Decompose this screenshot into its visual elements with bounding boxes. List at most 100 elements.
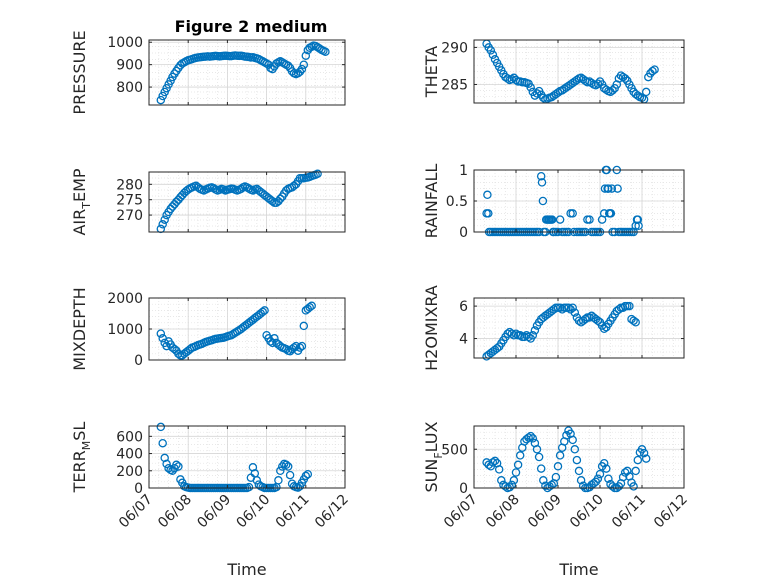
data-point — [620, 74, 630, 83]
data-point — [484, 460, 493, 470]
data-point — [589, 479, 598, 488]
x-tick-label: 06/08 — [155, 492, 195, 532]
data-point — [509, 476, 519, 485]
y-tick-label: 1000 — [107, 35, 143, 51]
data-point — [570, 308, 580, 317]
y-tick-label: 600 — [116, 429, 143, 445]
data-point — [321, 47, 330, 56]
y-tick-label: 0 — [134, 481, 143, 497]
data-point — [606, 209, 616, 218]
data-point — [484, 209, 493, 218]
data-point — [162, 341, 171, 351]
y-tick-label: 290 — [441, 40, 468, 56]
data-point — [526, 83, 535, 92]
data-point — [505, 482, 514, 492]
data-point — [503, 74, 512, 83]
data-point — [616, 71, 626, 80]
data-point — [604, 474, 613, 483]
x-tick-label: 06/09 — [525, 492, 565, 532]
data-point — [602, 464, 611, 473]
y-tick-label: 800 — [116, 80, 143, 96]
axes-box — [473, 39, 685, 104]
data-point — [574, 466, 584, 476]
y-axis-label: THETA — [422, 46, 441, 98]
data-point — [631, 466, 640, 476]
data-point — [528, 331, 538, 340]
data-point — [607, 184, 617, 193]
axes-box — [148, 171, 346, 233]
data-point — [160, 453, 169, 463]
data-point — [560, 84, 569, 94]
axes-box — [148, 425, 346, 489]
data-point — [313, 169, 322, 179]
data-point — [488, 50, 498, 60]
data-point — [568, 435, 577, 445]
x-tick-label: 06/08 — [483, 492, 523, 532]
y-axis-label: PRESSURE — [70, 30, 89, 114]
x-tick-label: 06/07 — [116, 492, 156, 532]
data-point — [625, 301, 634, 311]
data-point — [608, 482, 617, 491]
y-axis-label: AIRTEMP — [70, 168, 93, 235]
data-point — [297, 64, 307, 74]
data-point — [650, 65, 659, 74]
data-point — [268, 338, 277, 348]
data-point — [534, 452, 544, 462]
y-axis-label: H2OMIXRA — [422, 285, 441, 371]
x-tick-label: 06/10 — [567, 492, 607, 532]
data-point — [299, 60, 309, 69]
axes-box — [473, 425, 685, 489]
data-point — [629, 482, 638, 491]
data-point — [633, 455, 643, 465]
y-tick-label: 0 — [459, 225, 468, 241]
data-point — [497, 476, 506, 485]
data-point — [483, 190, 492, 200]
data-point — [608, 86, 617, 95]
y-tick-label: 275 — [116, 193, 143, 209]
data-point — [629, 316, 638, 325]
data-point — [274, 476, 283, 485]
data-point — [511, 468, 521, 477]
y-axis-label: SUNFLUX — [422, 421, 445, 492]
data-point — [244, 482, 254, 492]
y-tick-label: 900 — [116, 58, 143, 74]
data-point — [613, 184, 622, 193]
subplot-4: 0 0.5 1 RAINFALL — [422, 163, 685, 241]
x-tick-label: 06/07 — [441, 492, 481, 532]
y-tick-label: 6 — [459, 299, 468, 315]
data-point — [641, 87, 651, 97]
data-point — [631, 318, 640, 327]
data-point — [509, 331, 519, 340]
data-point — [492, 344, 502, 353]
data-point — [551, 472, 561, 482]
data-point — [623, 466, 632, 476]
data-point — [283, 61, 293, 71]
x-axis-label: Time — [558, 560, 598, 579]
data-point — [530, 326, 540, 335]
data-point — [639, 448, 649, 458]
data-point — [158, 438, 167, 448]
data-point — [599, 324, 609, 334]
data-point — [281, 460, 291, 470]
data-point — [276, 466, 285, 476]
x-tick-label: 06/12 — [651, 492, 691, 532]
data-point — [174, 349, 183, 359]
data-point — [562, 83, 571, 92]
data-point — [295, 343, 305, 352]
data-point — [593, 474, 603, 483]
data-point — [536, 464, 546, 473]
data-point — [160, 215, 169, 224]
y-tick-label: 280 — [116, 177, 143, 193]
data-point — [291, 341, 301, 351]
data-point — [568, 303, 577, 312]
data-point — [555, 303, 565, 312]
data-point — [572, 455, 582, 465]
data-point — [515, 451, 525, 460]
data-point — [158, 91, 167, 101]
data-point — [539, 476, 548, 485]
data-point — [581, 314, 590, 324]
data-point — [539, 93, 548, 103]
data-point — [513, 460, 523, 470]
